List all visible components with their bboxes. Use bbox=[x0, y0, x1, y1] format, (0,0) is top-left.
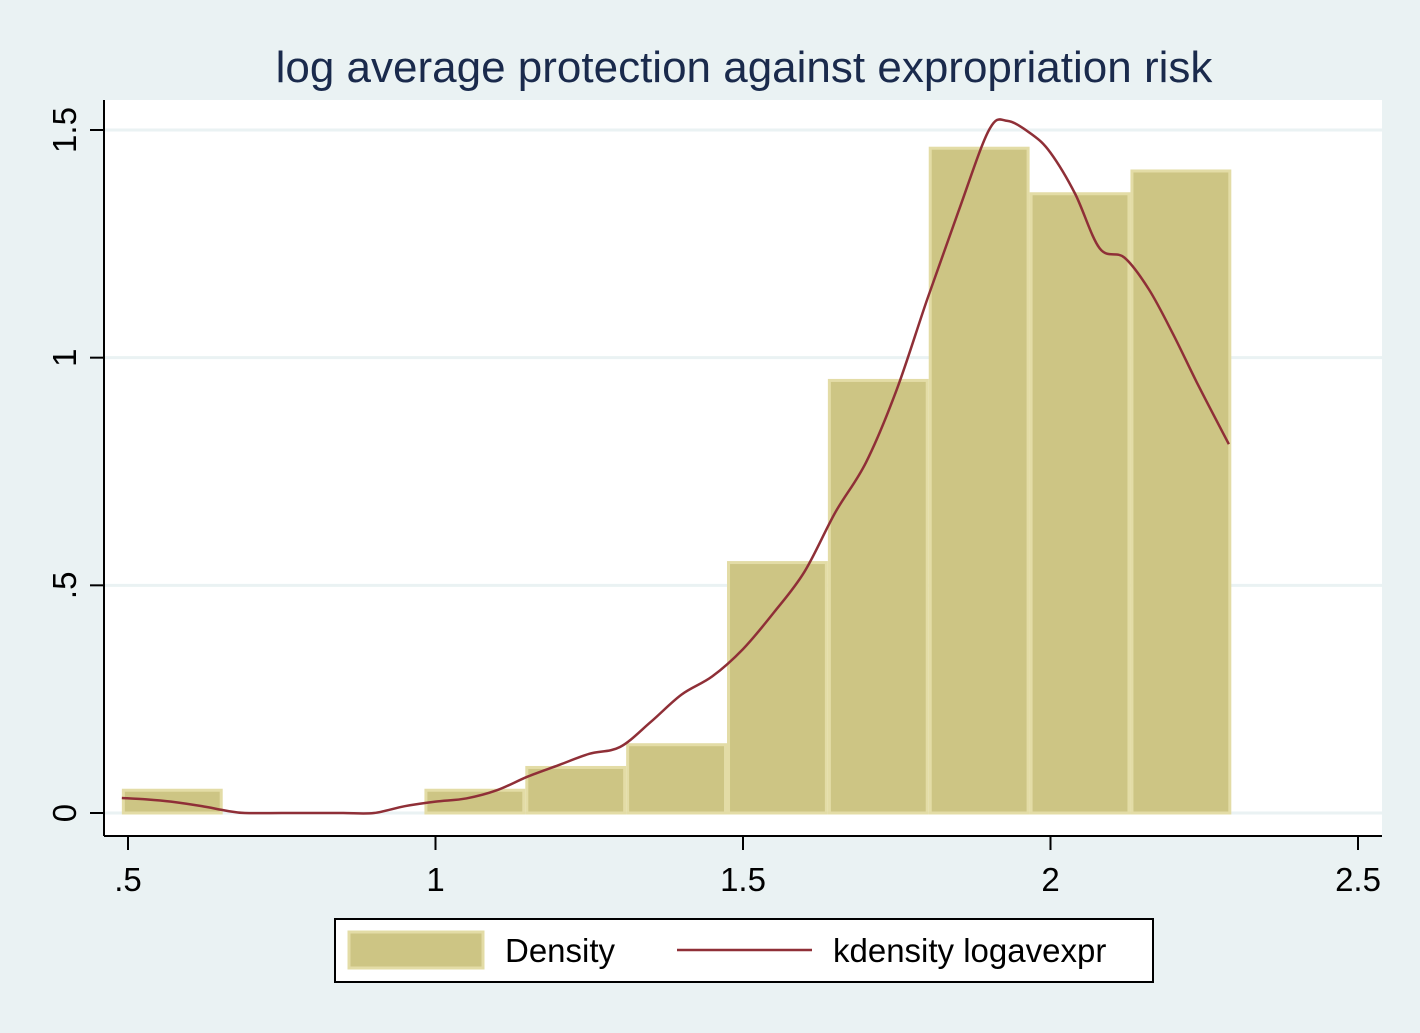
chart-title: log average protection against expropria… bbox=[276, 43, 1214, 92]
histogram-bar bbox=[727, 561, 828, 815]
histogram-bar bbox=[1130, 169, 1232, 815]
histogram-bar bbox=[1029, 192, 1131, 815]
legend-label-density: Density bbox=[505, 932, 616, 969]
y-tick-label: .5 bbox=[46, 572, 83, 600]
histogram-bar bbox=[928, 146, 1030, 815]
histogram-bar bbox=[525, 765, 627, 815]
histogram-bar bbox=[626, 743, 728, 815]
legend-swatch-density bbox=[347, 930, 485, 970]
histogram-bars bbox=[121, 146, 1232, 815]
x-tick-label: 1 bbox=[426, 861, 444, 898]
y-tick-label: 0 bbox=[46, 804, 83, 822]
axes: 0 .5 1 1.5 .5 1 1.5 2 2.5 bbox=[46, 100, 1382, 898]
kdensity-line bbox=[121, 118, 1230, 815]
y-tick-label: 1 bbox=[46, 348, 83, 366]
legend-label-kdensity: kdensity logavexpr bbox=[833, 932, 1106, 969]
x-tick-label: 1.5 bbox=[720, 861, 766, 898]
legend: Density kdensity logavexpr bbox=[334, 918, 1154, 983]
histogram-bar bbox=[827, 378, 929, 815]
y-tick-label: 1.5 bbox=[46, 107, 83, 153]
x-tick-label: .5 bbox=[114, 861, 142, 898]
x-tick-label: 2.5 bbox=[1335, 861, 1381, 898]
x-tick-label: 2 bbox=[1041, 861, 1059, 898]
